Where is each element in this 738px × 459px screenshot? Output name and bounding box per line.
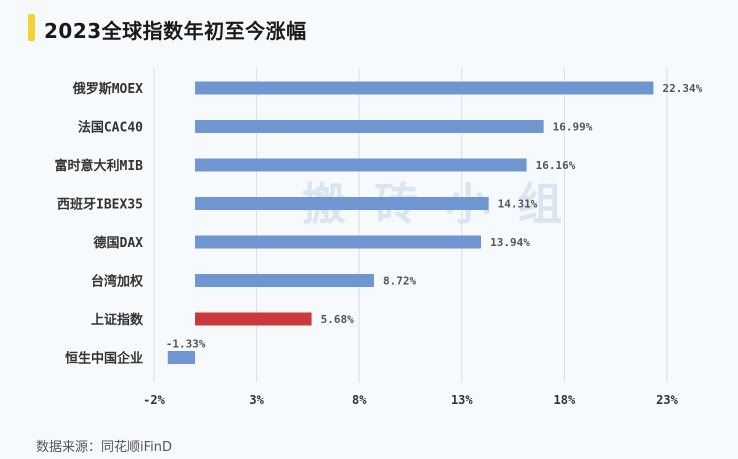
bar <box>195 158 527 172</box>
data-label: 16.99% <box>553 121 593 134</box>
category-label: 西班牙IBEX35 <box>57 197 143 213</box>
category-label: 法国CAC40 <box>78 120 143 136</box>
x-tick-label: -2% <box>143 393 165 407</box>
data-label: 22.34% <box>662 82 702 95</box>
data-label: 8.72% <box>383 275 416 288</box>
x-tick-label: 3% <box>249 393 264 407</box>
bar <box>195 312 312 326</box>
data-label: -1.33% <box>166 338 206 351</box>
data-label: 16.16% <box>536 159 576 172</box>
data-label: 13.94% <box>490 236 530 249</box>
bar <box>195 235 482 249</box>
bar <box>195 120 544 133</box>
title-accent-bar <box>28 14 35 41</box>
bar <box>195 274 374 287</box>
category-label: 俄罗斯MOEX <box>72 81 143 97</box>
x-tick-label: 23% <box>656 393 678 407</box>
data-label: 14.31% <box>498 198 538 211</box>
category-label: 上证指数 <box>91 312 144 328</box>
x-tick-label: 13% <box>451 393 473 407</box>
chart-title: 2023全球指数年初至今涨幅 <box>44 19 307 43</box>
x-tick-label: 8% <box>352 393 367 407</box>
data-source: 数据来源：同花顺iFinD <box>36 440 173 455</box>
x-tick-label: 18% <box>554 393 576 407</box>
category-label: 台湾加权 <box>91 274 144 290</box>
bar <box>167 351 196 364</box>
category-label: 恒生中国企业 <box>65 351 143 367</box>
category-label: 富时意大利MIB <box>55 158 144 174</box>
data-label: 5.68% <box>321 313 354 326</box>
bar <box>195 81 654 95</box>
bar <box>195 197 489 210</box>
category-label: 德国DAX <box>94 235 144 251</box>
